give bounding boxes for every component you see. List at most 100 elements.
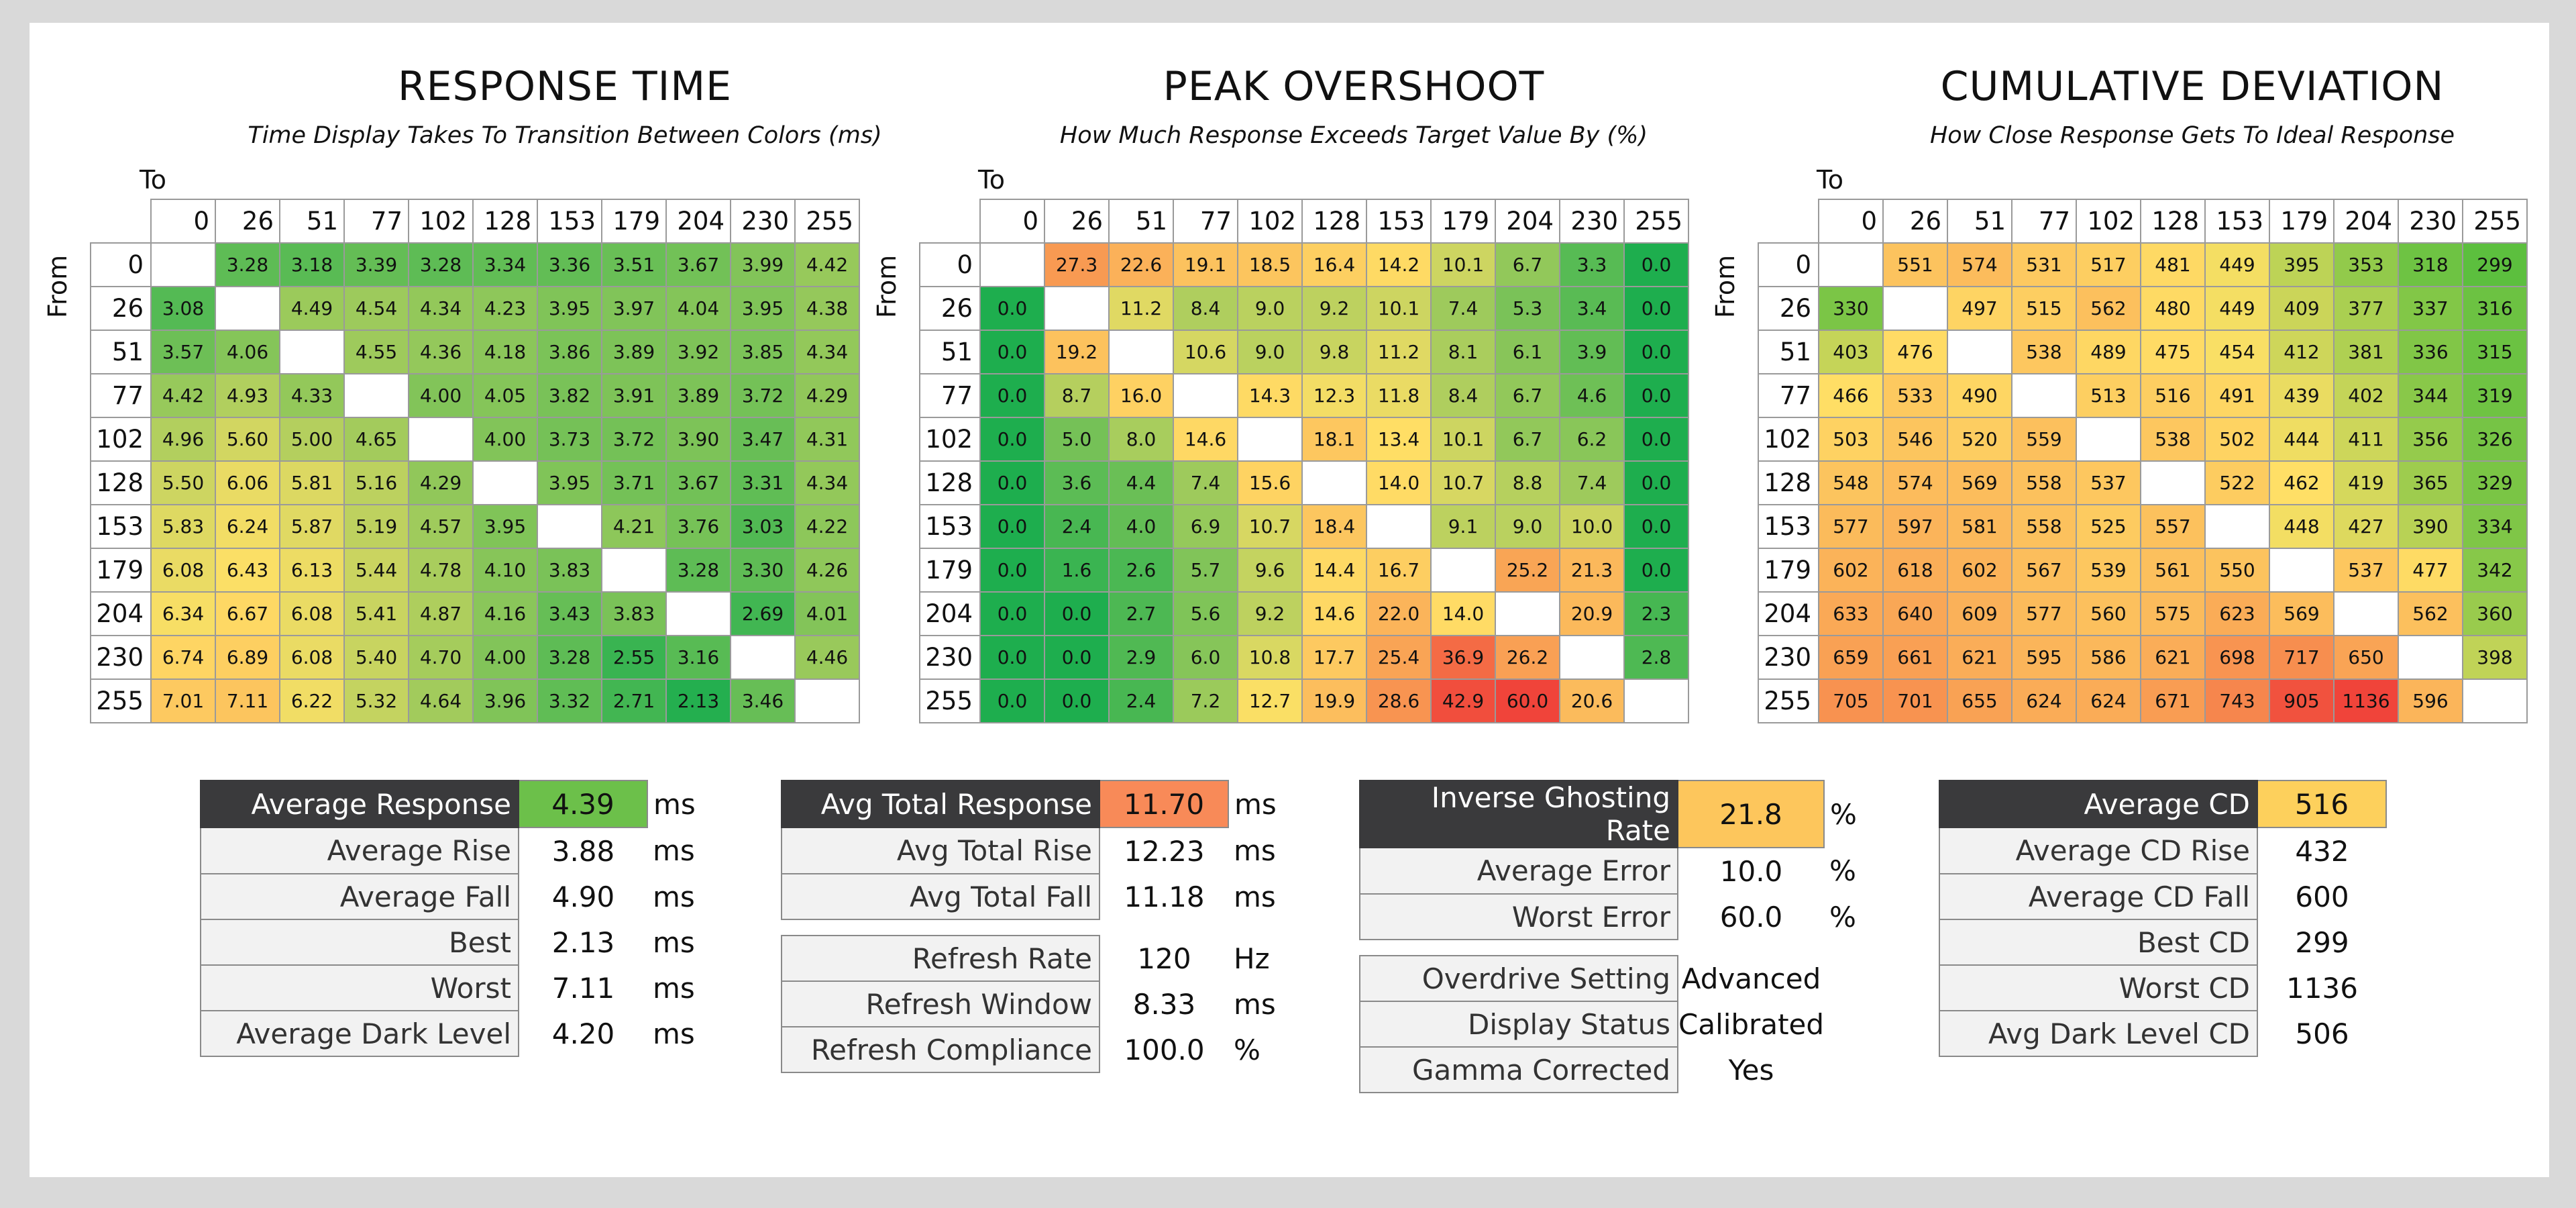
heatmap-cell: 18.4 — [1301, 504, 1367, 549]
stat-unit: ms — [653, 1017, 695, 1050]
heatmap-cell: 3.72 — [730, 373, 796, 418]
heatmap-cell: 4.26 — [794, 548, 860, 593]
heatmap-cell — [730, 635, 796, 680]
stat-label: Refresh Rate — [781, 935, 1100, 982]
y-tick-label: 77 — [919, 373, 981, 418]
heatmap-cell: 2.4 — [1044, 504, 1110, 549]
heatmap-cell: 462 — [2269, 460, 2334, 505]
heatmap-cell: 558 — [2011, 504, 2077, 549]
heatmap-cell: 2.13 — [665, 678, 731, 723]
x-tick-label: 77 — [1173, 199, 1238, 244]
heatmap-cell: 13.4 — [1366, 417, 1432, 462]
heatmap-cell: 5.32 — [343, 678, 409, 723]
stat-value: 120 — [1137, 942, 1191, 975]
response-stats-table: Average Response 4.39 ms Average Rise 3.88 ms… — [200, 780, 715, 1057]
peak-overshoot-from-label: From — [872, 254, 902, 318]
heatmap-cell: 567 — [2011, 548, 2077, 593]
heatmap-cell: 6.1 — [1495, 330, 1560, 374]
heatmap-cell: 20.9 — [1559, 591, 1625, 636]
heatmap-cell — [2011, 373, 2077, 418]
heatmap-cell: 0.0 — [1623, 373, 1689, 418]
heatmap-cell: 9.2 — [1237, 591, 1303, 636]
heatmap-cell: 8.0 — [1108, 417, 1174, 462]
y-tick-label: 153 — [1758, 504, 1819, 549]
stat-label: Gamma Corrected — [1359, 1046, 1678, 1093]
x-tick-label: 51 — [279, 199, 345, 244]
peak-overshoot-title: PEAK OVERSHOOT — [1163, 63, 1545, 110]
heatmap-cell: 3.4 — [1559, 286, 1625, 331]
heatmap-cell: 489 — [2076, 330, 2141, 374]
heatmap-cell — [2140, 460, 2206, 505]
heatmap-cell: 561 — [2140, 548, 2206, 593]
heatmap-cell — [665, 591, 731, 636]
heatmap-cell: 5.7 — [1173, 548, 1238, 593]
heatmap-cell: 531 — [2011, 242, 2077, 287]
heatmap-cell: 558 — [2011, 460, 2077, 505]
heatmap-cell: 3.95 — [537, 460, 602, 505]
heatmap-cell: 3.83 — [537, 548, 602, 593]
heatmap-cell: 448 — [2269, 504, 2334, 549]
stat-value: Yes — [1728, 1053, 1774, 1087]
heatmap-cell — [472, 460, 538, 505]
heatmap-cell: 586 — [2076, 635, 2141, 680]
x-tick-label: 51 — [1108, 199, 1174, 244]
x-tick-label: 0 — [150, 199, 216, 244]
stat-unit — [2386, 874, 2453, 919]
heatmap-cell: 3.08 — [150, 286, 216, 331]
stat-row: Best 2.13 ms — [200, 919, 714, 966]
heatmap-cell: 538 — [2011, 330, 2077, 374]
stat-value: Advanced — [1681, 962, 1821, 995]
heatmap-cell: 7.2 — [1173, 678, 1238, 723]
heatmap-cell: 3.71 — [601, 460, 667, 505]
y-tick-label: 230 — [90, 635, 152, 680]
stat-unit: ms — [1234, 987, 1276, 1021]
stat-unit — [2386, 919, 2453, 965]
stat-value: 4.20 — [551, 1017, 615, 1050]
x-tick-label: 204 — [1495, 199, 1560, 244]
heatmap-cell: 5.87 — [279, 504, 345, 549]
stat-value: 1136 — [2286, 971, 2358, 1005]
stat-value: 11.18 — [1124, 880, 1205, 913]
heatmap-cell: 490 — [1947, 373, 2012, 418]
heatmap-cell: 3.18 — [279, 242, 345, 287]
heatmap-cell: 0.0 — [979, 548, 1045, 593]
stat-value: 516 — [2257, 780, 2387, 828]
heatmap-cell — [1237, 417, 1303, 462]
heatmap-cell: 0.0 — [1044, 591, 1110, 636]
stat-value: 11.70 — [1099, 780, 1229, 828]
heatmap-cell: 602 — [1947, 548, 2012, 593]
heatmap-cell — [2269, 548, 2334, 593]
x-tick-label: 128 — [2140, 199, 2206, 244]
heatmap-cell: 4.6 — [1559, 373, 1625, 418]
heatmap-cell: 0.0 — [979, 330, 1045, 374]
heatmap-cell: 4.49 — [279, 286, 345, 331]
heatmap-cell: 6.06 — [215, 460, 280, 505]
heatmap-cell: 3.72 — [601, 417, 667, 462]
heatmap-cell: 2.7 — [1108, 591, 1174, 636]
heatmap-cell: 2.4 — [1108, 678, 1174, 723]
heatmap-cell: 14.6 — [1301, 591, 1367, 636]
peak-overshoot-heatmap: 0 26 51 77 102 128 153 179 204 230 255 0 27.3 22.6 19.… — [919, 199, 1689, 723]
cumulative-deviation-title: CUMULATIVE DEVIATION — [1940, 63, 2445, 110]
heatmap-cell: 0.0 — [1623, 242, 1689, 287]
heatmap-cell: 2.71 — [601, 678, 667, 723]
heatmap-cell: 4.78 — [408, 548, 474, 593]
heatmap-cell: 3.3 — [1559, 242, 1625, 287]
heatmap-cell: 5.44 — [343, 548, 409, 593]
x-tick-label: 255 — [794, 199, 860, 244]
x-tick-label: 128 — [472, 199, 538, 244]
heatmap-cell — [1044, 286, 1110, 331]
heatmap-cell — [1301, 460, 1367, 505]
heatmap-cell: 705 — [1818, 678, 1884, 723]
heatmap-cell: 8.4 — [1430, 373, 1496, 418]
heatmap-cell — [794, 678, 860, 723]
heatmap-cell: 390 — [2398, 504, 2463, 549]
y-tick-label: 153 — [919, 504, 981, 549]
heatmap-cell: 3.57 — [150, 330, 216, 374]
heatmap-cell: 5.0 — [1044, 417, 1110, 462]
heatmap-cell: 449 — [2204, 242, 2270, 287]
stat-label: Avg Total Rise — [781, 827, 1100, 874]
x-tick-label: 128 — [1301, 199, 1367, 244]
x-tick-label: 179 — [601, 199, 667, 244]
heatmap-cell: 0.0 — [979, 286, 1045, 331]
